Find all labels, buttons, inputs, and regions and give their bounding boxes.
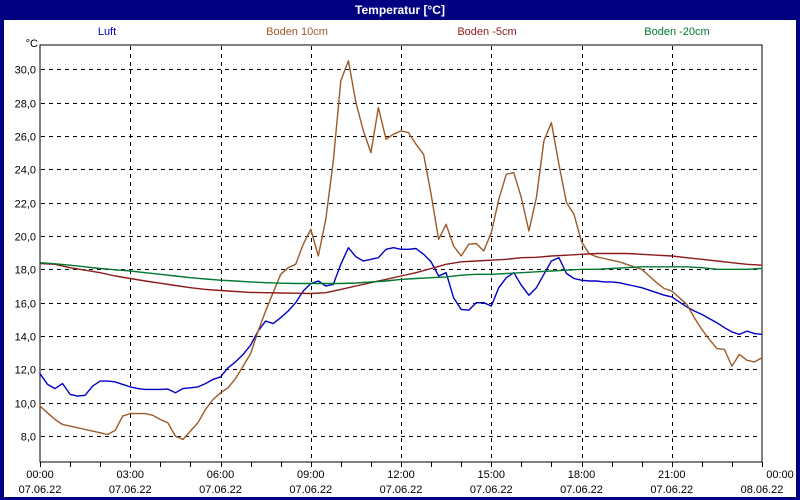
y-tick-label: 28,0 bbox=[15, 99, 36, 111]
y-tick-label: 8,0 bbox=[21, 432, 36, 444]
series-luft bbox=[39, 246, 763, 397]
x-time-label: 15:00 bbox=[477, 469, 505, 481]
series-boden-10cm bbox=[39, 60, 763, 441]
x-time-label: 12:00 bbox=[387, 469, 415, 481]
x-date-label: 07.06.22 bbox=[109, 484, 152, 496]
x-axis-labels: 00:00 07.06.22 03:00 07.06.22 06:00 07.06.22 0… bbox=[19, 469, 794, 496]
chart-area: Luft Boden 10cm Boden -5cm Boden -20cm °C 3… bbox=[4, 20, 796, 497]
x-date-label: 07.06.22 bbox=[470, 484, 513, 496]
x-date-label: 08.06.22 bbox=[741, 484, 784, 496]
x-time-label: 09:00 bbox=[297, 469, 325, 481]
y-tick-label: 30,0 bbox=[15, 65, 36, 77]
y-tick-label: 16,0 bbox=[15, 299, 36, 311]
legend-item-boden-5cm: Boden -5cm bbox=[457, 26, 517, 38]
x-date-label: 07.06.22 bbox=[380, 484, 423, 496]
temperature-line-chart: 30,0 28,0 26,0 24,0 22,0 20,0 18,0 16,0 14,0 12,0… bbox=[15, 44, 794, 496]
y-tick-label: 18,0 bbox=[15, 265, 36, 277]
x-date-label: 07.06.22 bbox=[560, 484, 603, 496]
y-tick-label: 10,0 bbox=[15, 399, 36, 411]
y-tick-label: 24,0 bbox=[15, 165, 36, 177]
x-time-label: 21:00 bbox=[658, 469, 686, 481]
x-time-label: 00:00 bbox=[26, 469, 54, 481]
legend-item-luft: Luft bbox=[97, 26, 117, 38]
window-title: Temperatur [°C] bbox=[355, 3, 445, 17]
y-tick-label: 26,0 bbox=[15, 132, 36, 144]
chart-legend: Luft Boden 10cm Boden -5cm Boden -20cm bbox=[4, 26, 796, 42]
y-tick-label: 14,0 bbox=[15, 332, 36, 344]
window-titlebar: Temperatur [°C] bbox=[0, 0, 800, 20]
x-time-label: 03:00 bbox=[116, 469, 144, 481]
x-time-label: 18:00 bbox=[568, 469, 596, 481]
x-hour-ticks bbox=[40, 462, 763, 467]
x-date-label: 07.06.22 bbox=[650, 484, 693, 496]
x-time-label: 00:00 bbox=[766, 469, 794, 481]
legend-item-boden-10cm: Boden 10cm bbox=[266, 26, 328, 38]
y-gridlines-and-labels: 30,0 28,0 26,0 24,0 22,0 20,0 18,0 16,0 14,0 12,0… bbox=[15, 65, 761, 444]
y-tick-label: 22,0 bbox=[15, 199, 36, 211]
y-tick-label: 20,0 bbox=[15, 232, 36, 244]
x-date-label: 07.06.22 bbox=[289, 484, 332, 496]
legend-item-boden-20cm: Boden -20cm bbox=[644, 26, 710, 38]
x-time-label: 06:00 bbox=[207, 469, 235, 481]
y-tick-label: 12,0 bbox=[15, 365, 36, 377]
series-boden-20cm bbox=[39, 261, 763, 285]
x-date-label: 07.06.22 bbox=[199, 484, 242, 496]
series-boden-5cm bbox=[39, 252, 763, 295]
y-axis-unit-label: °C bbox=[25, 38, 38, 50]
x-date-label: 07.06.22 bbox=[19, 484, 62, 496]
